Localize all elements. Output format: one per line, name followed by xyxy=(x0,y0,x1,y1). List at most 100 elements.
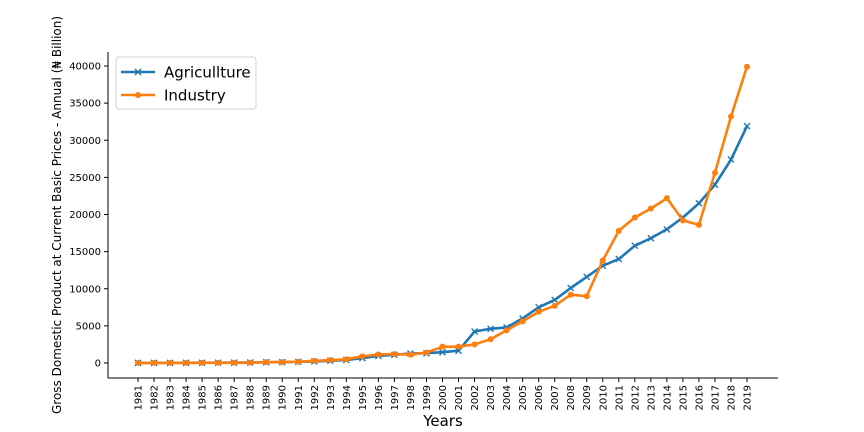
data-point xyxy=(167,359,174,366)
data-point xyxy=(503,327,510,334)
data-point xyxy=(183,359,190,366)
legend-marker xyxy=(135,92,141,98)
x-tick-label: 1990 xyxy=(278,385,289,410)
y-tick-label: 15000 xyxy=(69,247,101,258)
data-point xyxy=(199,359,206,366)
data-point xyxy=(231,359,238,366)
data-point xyxy=(744,63,750,70)
data-point xyxy=(647,234,655,242)
x-tick-label: 1995 xyxy=(358,385,369,410)
legend-marker xyxy=(134,68,142,76)
data-point xyxy=(295,358,302,365)
data-point xyxy=(343,356,350,363)
data-point xyxy=(247,359,254,366)
x-tick-label: 2014 xyxy=(662,385,673,410)
x-tick-label: 2017 xyxy=(710,385,721,410)
x-tick-label: 2004 xyxy=(502,385,513,410)
y-tick-label: 0 xyxy=(95,359,101,370)
x-tick-label: 2010 xyxy=(598,385,609,410)
y-tick-label: 25000 xyxy=(69,173,101,184)
x-tick-label: 1981 xyxy=(134,385,145,410)
ticks-layer: 0 5000 10000 15000 20000 25000 30000 35000 40000… xyxy=(69,62,753,411)
series-layer xyxy=(134,63,751,367)
data-point xyxy=(215,359,222,366)
x-tick-label: 2016 xyxy=(694,385,705,410)
data-point xyxy=(487,336,494,343)
data-point xyxy=(679,217,686,224)
data-point xyxy=(535,308,542,315)
data-point xyxy=(743,122,751,130)
y-tick-label: 30000 xyxy=(69,136,101,147)
x-tick-label: 1983 xyxy=(166,385,177,410)
x-tick-label: 1992 xyxy=(310,385,321,410)
x-tick-label: 2007 xyxy=(550,385,561,410)
x-tick-label: 1989 xyxy=(262,385,273,410)
data-point xyxy=(455,343,462,350)
series-agricullture xyxy=(134,122,751,367)
x-tick-label: 2008 xyxy=(566,385,577,410)
legend: Agricullture Industry xyxy=(115,56,257,110)
data-point xyxy=(359,353,366,360)
data-point xyxy=(615,227,622,234)
series-line xyxy=(138,66,749,365)
data-point xyxy=(567,284,575,292)
x-tick-label: 1998 xyxy=(406,385,417,410)
y-tick-label: 20000 xyxy=(69,210,101,221)
x-tick-label: 1994 xyxy=(342,385,353,410)
data-point xyxy=(695,199,703,207)
x-tick-label: 1988 xyxy=(246,385,257,410)
data-point xyxy=(151,359,158,366)
data-point xyxy=(631,214,638,221)
x-tick-label: 1993 xyxy=(326,385,337,410)
y-axis-title: Gross Domestic Product at Current Basic … xyxy=(50,16,64,414)
data-point xyxy=(535,303,543,311)
x-tick-label: 1986 xyxy=(214,385,225,410)
data-point xyxy=(631,242,639,250)
x-tick-label: 2005 xyxy=(518,385,529,410)
data-point xyxy=(519,318,526,325)
data-point xyxy=(311,357,318,364)
x-tick-label: 1985 xyxy=(198,385,209,410)
x-tick-label: 2015 xyxy=(678,385,689,410)
data-point xyxy=(375,351,382,358)
y-tick-label: 40000 xyxy=(69,62,101,73)
x-tick-label: 2012 xyxy=(630,385,641,410)
x-tick-label: 2018 xyxy=(726,385,737,410)
data-point xyxy=(551,302,558,309)
data-point xyxy=(583,293,590,300)
data-point xyxy=(695,221,702,228)
x-axis-title: Years xyxy=(422,412,463,430)
legend-label: Industry xyxy=(164,87,226,105)
y-tick-label: 35000 xyxy=(69,99,101,110)
data-point xyxy=(647,205,654,212)
data-point xyxy=(615,255,623,263)
data-point xyxy=(711,169,718,176)
y-tick-label: 5000 xyxy=(76,321,101,332)
data-point xyxy=(135,359,141,366)
x-tick-label: 2011 xyxy=(614,385,625,410)
data-point xyxy=(391,351,398,358)
y-tick-label: 10000 xyxy=(69,284,101,295)
data-point xyxy=(471,341,478,348)
legend-label: Agricullture xyxy=(164,64,251,82)
x-tick-label: 2000 xyxy=(438,385,449,410)
data-point xyxy=(551,296,559,304)
data-point xyxy=(423,349,430,356)
x-tick-label: 1999 xyxy=(422,385,433,410)
x-tick-label: 2006 xyxy=(534,385,545,410)
x-tick-label: 1996 xyxy=(374,385,385,410)
data-point xyxy=(327,357,334,364)
data-point xyxy=(583,273,591,281)
data-point xyxy=(663,225,671,233)
data-point xyxy=(439,343,446,350)
series-industry xyxy=(135,63,750,366)
x-tick-label: 1987 xyxy=(230,385,241,410)
series-line xyxy=(138,125,749,365)
data-point xyxy=(663,195,670,202)
x-tick-label: 1991 xyxy=(294,385,305,410)
data-point xyxy=(727,113,734,120)
x-tick-label: 2019 xyxy=(743,385,754,410)
x-tick-label: 2002 xyxy=(470,385,481,410)
x-tick-label: 2013 xyxy=(646,385,657,410)
